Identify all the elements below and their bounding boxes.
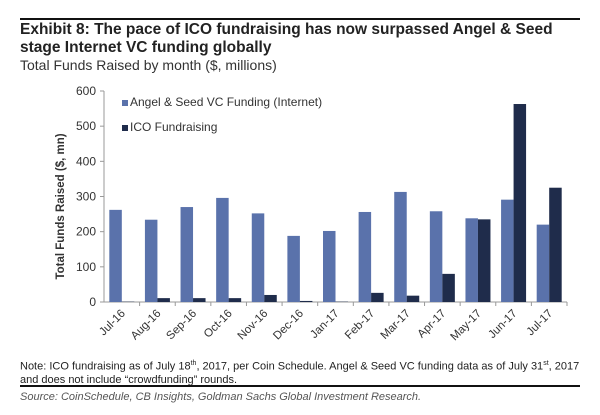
bar-ico [299, 300, 313, 302]
bar-angel-seed [216, 197, 229, 302]
x-tick-label: Mar-17 [379, 308, 413, 342]
x-tick-label: Jan-17 [308, 308, 341, 341]
x-tick-label: Apr-17 [416, 308, 449, 341]
bar-ico [513, 104, 527, 303]
y-axis-label: Total Funds Raised ($, mn) [55, 133, 67, 279]
x-tick-label: Jul-17 [525, 308, 556, 339]
bar-angel-seed [358, 211, 372, 302]
bottom-rule [20, 385, 580, 387]
legend-swatch [122, 125, 128, 131]
legend-label: Angel & Seed VC Funding (Internet) [130, 95, 322, 109]
x-tick-label: Sep-16 [164, 308, 199, 343]
bar-ico [477, 219, 491, 302]
x-tick-label: Aug-16 [129, 308, 164, 343]
x-tick-label: Dec-16 [271, 308, 306, 343]
bar-ico [406, 295, 420, 302]
bar-angel-seed [180, 207, 194, 302]
x-tick-label: May-17 [448, 308, 484, 344]
legend-swatch [122, 100, 128, 106]
x-tick-label: Jul-16 [97, 308, 128, 339]
note-sup-1: th [190, 360, 197, 367]
bar-ico [371, 292, 384, 302]
x-tick-label: Jun-17 [486, 308, 519, 341]
y-tick-label: 500 [76, 119, 96, 133]
legend-label: ICO Fundraising [130, 120, 217, 134]
note-text-1: Note: ICO fundraising as of July 18 [20, 360, 191, 373]
bar-ico [228, 298, 242, 302]
bar-angel-seed [144, 219, 158, 302]
x-tick-label: Feb-17 [343, 308, 377, 342]
bar-ico [549, 187, 562, 302]
chart-note: Note: ICO fundraising as of July 18th, 2… [20, 357, 585, 387]
chart-source: Source: CoinSchedule, CB Insights, Goldm… [20, 391, 422, 403]
bar-angel-seed [109, 209, 122, 302]
top-rule [20, 18, 580, 20]
note-text-3: , 2017 and does not include “crowdfundin… [20, 360, 580, 386]
y-tick-label: 100 [76, 260, 96, 274]
note-text-2: , 2017, per Coin Schedule. Angel & Seed … [196, 360, 544, 373]
bar-angel-seed [465, 218, 478, 302]
bar-ico [193, 298, 206, 302]
bar-angel-seed [323, 230, 336, 302]
y-tick-label: 200 [76, 225, 96, 239]
bar-ico [157, 298, 170, 302]
y-tick-label: 600 [76, 84, 96, 98]
y-tick-label: 300 [76, 190, 96, 204]
y-tick-label: 400 [76, 154, 96, 168]
bar-ico [264, 294, 277, 302]
bar-angel-seed [429, 211, 443, 302]
bar-ico [442, 273, 455, 302]
y-tick-label: 0 [89, 295, 96, 309]
chart-title: Exhibit 8: The pace of ICO fundraising h… [20, 21, 553, 56]
bar-angel-seed [501, 199, 514, 302]
bar-angel-seed [251, 213, 265, 302]
x-tick-label: Nov-16 [236, 308, 271, 343]
bar-angel-seed [536, 224, 550, 302]
bar-angel-seed [394, 191, 407, 302]
note-sup-2: st [543, 360, 549, 367]
x-tick-label: Oct-16 [202, 308, 235, 341]
bar-angel-seed [287, 235, 300, 302]
chart-subtitle: Total Funds Raised by month ($, millions… [20, 57, 277, 73]
